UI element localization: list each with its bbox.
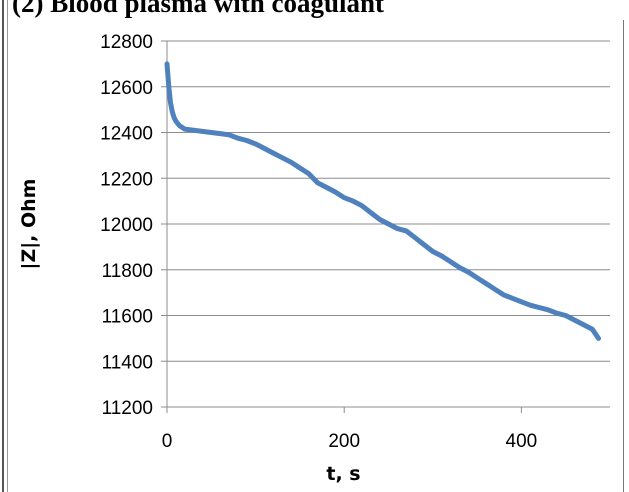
y-tick-label: 12800 — [100, 32, 153, 53]
frame-border-right — [623, 20, 624, 492]
y-tick-label: 12600 — [100, 78, 153, 99]
x-axis-ticks: 0 200 400 — [162, 407, 538, 452]
frame-border-left-inner — [7, 0, 8, 492]
y-tick-label: 11800 — [102, 261, 153, 282]
y-tick-label: 11400 — [102, 352, 153, 373]
gridlines — [161, 40, 610, 408]
y-axis-ticks: 11200 11400 11600 11800 12000 12200 12400 12600… — [100, 32, 153, 419]
y-axis-label: |Z|, Ohm — [18, 179, 40, 270]
y-tick-label: 12200 — [100, 169, 153, 190]
chart-title: (2) Blood plasma with coagulant — [12, 0, 385, 18]
x-axis-label: t, s — [326, 463, 360, 485]
y-tick-label: 11200 — [102, 398, 153, 419]
y-tick-label: 12000 — [100, 215, 153, 236]
x-tick-label: 200 — [328, 431, 360, 452]
series-line-impedance — [164, 61, 601, 341]
y-tick-label: 12400 — [100, 124, 153, 145]
frame-border-left — [2, 0, 4, 492]
x-tick-label: 0 — [162, 431, 173, 452]
x-tick-label: 400 — [506, 431, 538, 452]
y-tick-label: 11600 — [102, 307, 153, 328]
